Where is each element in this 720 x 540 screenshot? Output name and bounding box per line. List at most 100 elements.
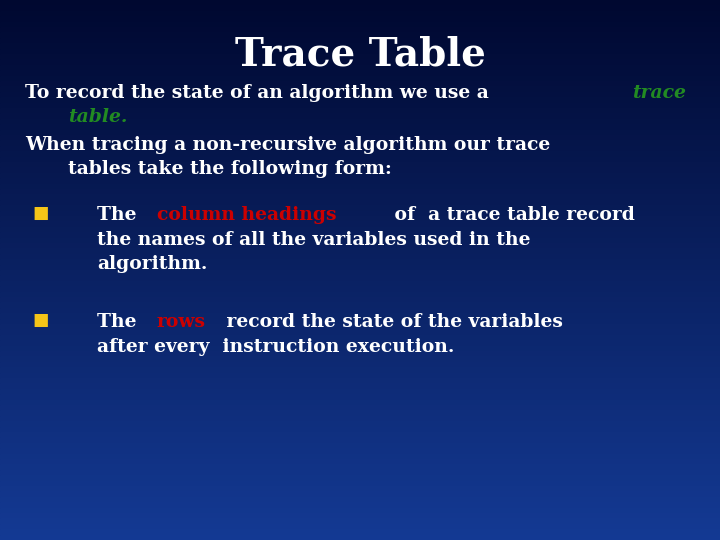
Bar (0, 97, 720, 103)
Bar (0, 178, 720, 184)
Bar (0, 108, 720, 113)
Bar (0, 405, 720, 410)
Bar (0, 113, 720, 119)
Bar (0, 92, 720, 97)
Bar (0, 38, 720, 43)
Bar (0, 265, 720, 270)
Bar (0, 508, 720, 513)
Bar (0, 43, 720, 49)
Bar (0, 497, 720, 502)
Text: tables take the following form:: tables take the following form: (68, 160, 392, 178)
Bar (0, 146, 720, 151)
Bar (0, 70, 720, 76)
Bar (0, 243, 720, 248)
Bar (0, 459, 720, 464)
Bar (0, 524, 720, 529)
Bar (0, 448, 720, 454)
Text: record the state of the variables: record the state of the variables (220, 313, 562, 331)
Text: after every  instruction execution.: after every instruction execution. (97, 338, 454, 355)
Bar (0, 286, 720, 292)
Text: Trace Table: Trace Table (235, 35, 485, 73)
Bar (0, 0, 720, 5)
Bar (0, 400, 720, 405)
Text: When tracing a non-recursive algorithm our trace: When tracing a non-recursive algorithm o… (25, 136, 551, 154)
Bar (0, 59, 720, 65)
Bar (0, 340, 720, 346)
Bar (0, 367, 720, 373)
Bar (0, 513, 720, 518)
Bar (0, 421, 720, 427)
Bar (0, 86, 720, 92)
Bar (0, 16, 720, 22)
Bar (0, 254, 720, 259)
Bar (0, 211, 720, 216)
Bar (0, 140, 720, 146)
Bar (0, 378, 720, 383)
Text: trace: trace (632, 84, 686, 102)
Bar (0, 313, 720, 319)
Bar (0, 184, 720, 189)
Bar (0, 535, 720, 540)
Bar (0, 432, 720, 437)
Text: The: The (97, 313, 143, 331)
Bar (0, 54, 720, 59)
Bar (0, 173, 720, 178)
Bar (0, 529, 720, 535)
Bar (0, 351, 720, 356)
Bar (0, 502, 720, 508)
Bar (0, 394, 720, 400)
Bar (0, 135, 720, 140)
Bar (0, 302, 720, 308)
Text: algorithm.: algorithm. (97, 255, 207, 273)
Bar (0, 470, 720, 475)
Bar (0, 362, 720, 367)
Bar (0, 292, 720, 297)
Text: of  a trace table record: of a trace table record (388, 206, 635, 224)
Bar (0, 232, 720, 238)
Bar (0, 329, 720, 335)
Bar (0, 124, 720, 130)
Bar (0, 27, 720, 32)
Bar (0, 454, 720, 459)
Bar (0, 275, 720, 281)
Bar (0, 259, 720, 265)
Bar (0, 481, 720, 486)
Bar (0, 335, 720, 340)
Bar (0, 162, 720, 167)
Bar (0, 103, 720, 108)
Bar (0, 238, 720, 243)
Bar (0, 221, 720, 227)
Bar (0, 194, 720, 200)
Bar (0, 22, 720, 27)
Text: the names of all the variables used in the: the names of all the variables used in t… (97, 231, 531, 249)
Bar (0, 216, 720, 221)
Bar (0, 443, 720, 448)
Bar (0, 427, 720, 432)
Bar (0, 297, 720, 302)
Bar (0, 389, 720, 394)
Bar (0, 324, 720, 329)
Bar (0, 308, 720, 313)
Bar (0, 205, 720, 211)
Bar (0, 383, 720, 389)
Bar (0, 281, 720, 286)
Text: The: The (97, 206, 143, 224)
Bar (0, 518, 720, 524)
Bar (0, 200, 720, 205)
Bar (0, 270, 720, 275)
Text: table.: table. (68, 108, 127, 126)
Bar (0, 189, 720, 194)
Bar (0, 416, 720, 421)
Bar (0, 32, 720, 38)
Bar (0, 65, 720, 70)
Bar (0, 227, 720, 232)
Bar (0, 491, 720, 497)
Bar (0, 49, 720, 54)
Bar (0, 437, 720, 443)
Bar (0, 5, 720, 11)
Bar (0, 151, 720, 157)
Text: ■: ■ (32, 310, 49, 328)
Bar (0, 464, 720, 470)
Text: column headings: column headings (156, 206, 336, 224)
Bar (0, 356, 720, 362)
